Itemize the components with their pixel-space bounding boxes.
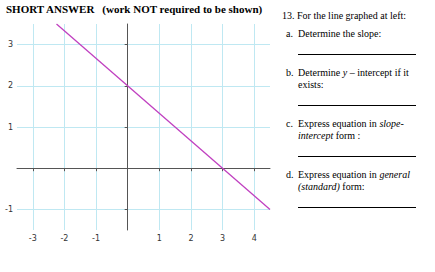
svg-text:-3: -3 xyxy=(29,234,37,243)
svg-text:1: 1 xyxy=(157,234,162,243)
html-text:d.: d. xyxy=(286,169,294,180)
html-text:b.: b. xyxy=(286,67,294,78)
svg-text:3: 3 xyxy=(8,40,13,49)
html-text:Express equation in general (s: Express equation in general (standard) f… xyxy=(298,169,410,192)
svg-text:-1: -1 xyxy=(92,234,100,243)
html-text:a.: a. xyxy=(286,28,293,39)
html-text:Determine y – intercept if it: Determine y – intercept if it exists: xyxy=(298,67,409,90)
html-text:(work NOT required to be shown: (work NOT required to be shown) xyxy=(102,3,263,15)
html-text:Determine the slope:: Determine the slope: xyxy=(298,28,382,39)
html-text:c.: c. xyxy=(286,118,293,129)
svg-text:2: 2 xyxy=(188,234,193,243)
svg-text:2: 2 xyxy=(8,81,13,90)
svg-text:1: 1 xyxy=(8,123,13,132)
html-text:SHORT ANSWER: SHORT ANSWER xyxy=(6,3,95,15)
html-text:Express equation in slope-inte: Express equation in slope-intercept form… xyxy=(298,118,404,141)
svg-text:-1: -1 xyxy=(5,205,13,214)
svg-text:3: 3 xyxy=(220,234,225,243)
html-text:13. For the line graphed at le: 13. For the line graphed at left: xyxy=(282,10,407,21)
svg-text:4: 4 xyxy=(252,234,257,243)
svg-text:-2: -2 xyxy=(60,234,68,243)
